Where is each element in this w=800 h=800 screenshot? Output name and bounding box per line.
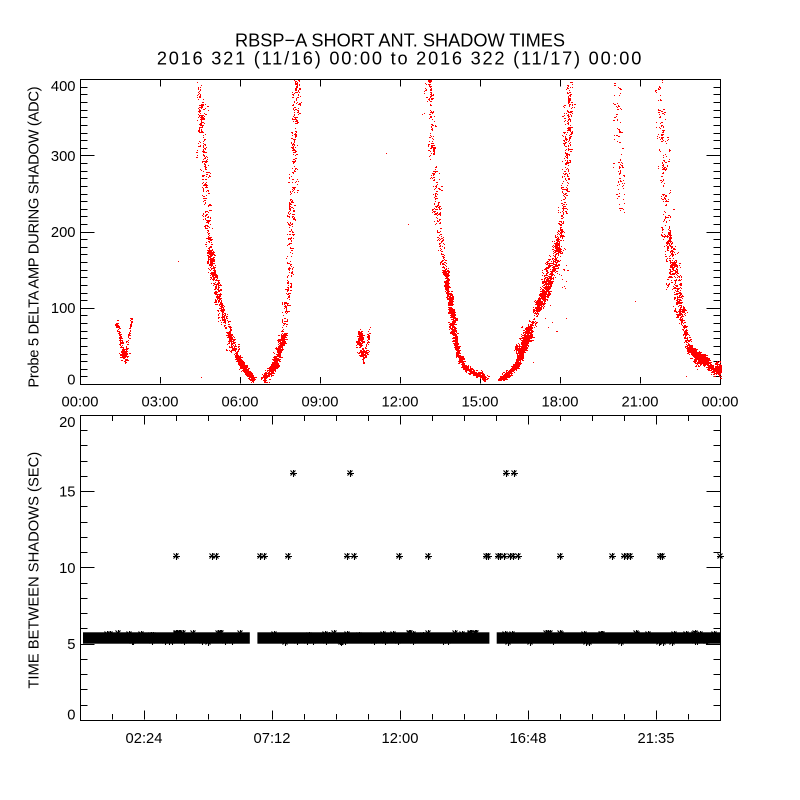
svg-text:00:00: 00:00 (702, 394, 739, 410)
svg-text:RBSP−A SHORT ANT. SHADOW TIMES: RBSP−A SHORT ANT. SHADOW TIMES (235, 30, 565, 50)
svg-text:Probe 5 DELTA AMP DURING SHADO: Probe 5 DELTA AMP DURING SHADOW (ADC) (27, 87, 43, 388)
svg-text:21:00: 21:00 (622, 394, 659, 410)
svg-text:12:00: 12:00 (382, 731, 419, 747)
svg-text:10: 10 (59, 561, 75, 577)
svg-text:400: 400 (51, 79, 76, 95)
svg-text:5: 5 (67, 637, 75, 653)
svg-text:15: 15 (59, 485, 75, 501)
svg-text:00:00: 00:00 (62, 394, 99, 410)
svg-text:07:12: 07:12 (254, 731, 291, 747)
svg-text:12:00: 12:00 (382, 394, 419, 410)
svg-text:09:00: 09:00 (302, 394, 339, 410)
svg-text:02:24: 02:24 (126, 731, 163, 747)
svg-text:100: 100 (51, 301, 76, 317)
svg-text:18:00: 18:00 (542, 394, 579, 410)
svg-text:300: 300 (51, 149, 76, 165)
svg-text:20: 20 (59, 415, 75, 431)
svg-text:TIME BETWEEN SHADOWS (SEC): TIME BETWEEN SHADOWS (SEC) (27, 452, 43, 689)
svg-text:03:00: 03:00 (142, 394, 179, 410)
svg-text:16:48: 16:48 (510, 731, 547, 747)
svg-text:15:00: 15:00 (462, 394, 499, 410)
svg-text:0: 0 (67, 707, 75, 723)
svg-text:0: 0 (67, 372, 75, 388)
svg-text:21:35: 21:35 (638, 731, 675, 747)
svg-text:200: 200 (51, 225, 76, 241)
svg-text:06:00: 06:00 (222, 394, 259, 410)
svg-text:2016 321 (11/16) 00:00 to 2016: 2016 321 (11/16) 00:00 to 2016 322 (11/1… (157, 49, 643, 69)
